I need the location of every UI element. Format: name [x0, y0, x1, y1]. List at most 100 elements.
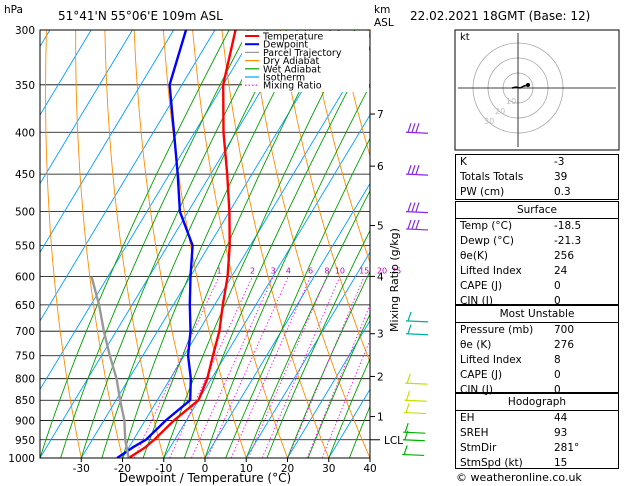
most-unstable-label: CAPE (J)	[460, 369, 503, 381]
isotherm	[122, 45, 370, 458]
wet-adiabat	[40, 30, 230, 458]
mixing-ratio-line	[306, 304, 370, 458]
dry-adiabat	[250, 30, 370, 458]
index-label: K	[460, 156, 467, 168]
wet-adiabat	[307, 313, 370, 458]
wind-barb-flag	[407, 219, 412, 230]
surface-value: 24	[554, 265, 568, 277]
wind-barb-flag	[407, 164, 412, 175]
most-unstable-row: Lifted Index 8	[456, 353, 618, 368]
wet-adiabat	[245, 189, 370, 458]
most-unstable-label: θe (K)	[460, 339, 492, 351]
isotherm	[40, 30, 92, 116]
pressure-tick-300: 300	[15, 25, 35, 37]
most-unstable-row: θe (K) 276	[456, 338, 618, 353]
wind-barb-flag	[403, 445, 408, 455]
mixing-ratio-line	[287, 276, 365, 458]
wind-barb	[405, 131, 429, 134]
mixing-ratio-line	[191, 276, 274, 458]
pressure-tick-850: 850	[15, 395, 35, 407]
height-tick-6: 6	[377, 161, 384, 173]
index-value: -3	[554, 156, 565, 168]
wet-adiabat	[287, 270, 370, 458]
wind-barb	[404, 399, 427, 402]
isotherm	[40, 30, 257, 391]
mixing-ratio-line	[248, 276, 328, 458]
hodograph-stat-value: 15	[554, 457, 568, 469]
wind-barb-flag	[407, 324, 412, 334]
plot-frame	[39, 29, 371, 459]
wet-adiabat	[80, 30, 268, 458]
most-unstable-row: Pressure (mb) 700	[456, 323, 618, 338]
index-label: PW (cm)	[460, 186, 505, 198]
pressure-tick-950: 950	[15, 435, 35, 447]
hodograph-stat-row: SREH 93	[456, 426, 618, 441]
indices-panel: K -3 Totals Totals 39 PW (cm) 0.3	[455, 154, 619, 200]
most-unstable-value: 276	[554, 339, 575, 351]
pressure-tick-750: 750	[15, 351, 35, 363]
height-tick-2: 2	[377, 371, 384, 383]
height-unit-km: km	[374, 4, 390, 16]
wet-adiabat	[60, 30, 249, 458]
surface-value: 0	[554, 295, 561, 307]
most-unstable-value: 700	[554, 324, 575, 336]
copyright-footer: © weatheronline.co.uk	[456, 471, 582, 484]
index-row: K -3	[456, 155, 618, 170]
mixing-ratio-label: 8	[324, 266, 329, 275]
mixing-ratio-line	[169, 276, 253, 458]
surface-label: Lifted Index	[460, 265, 522, 277]
height-tick-4: 4	[377, 271, 384, 283]
legend-label: Isotherm	[263, 73, 305, 84]
surface-row: Temp (°C) -18.5	[456, 219, 618, 234]
height-unit-asl: ASL	[374, 17, 394, 29]
hodograph-table-rows: EH 44 SREH 93 StmDir 281° StmSpd (kt) 15	[456, 411, 618, 471]
surface-label: θe(K)	[460, 250, 488, 262]
wind-barb	[405, 173, 429, 176]
most-unstable-row: CAPE (J) 0	[456, 368, 618, 383]
pressure-tick-450: 450	[15, 169, 35, 181]
wet-adiabat	[266, 229, 370, 458]
x-axis-label: Dewpoint / Temperature (°C)	[119, 471, 291, 485]
dry-adiabat	[133, 30, 206, 458]
hodograph-stat-row: StmDir 281°	[456, 441, 618, 456]
index-label: Totals Totals	[460, 171, 524, 183]
surface-row: Dewp (°C) -21.3	[456, 234, 618, 249]
mixing-ratio-label: 2	[250, 266, 255, 275]
mixing-ratio-line	[321, 338, 370, 458]
wind-barb-flag	[415, 164, 420, 175]
surface-value: 256	[554, 250, 575, 262]
dry-adiabat	[221, 30, 330, 458]
isotherm	[0, 30, 9, 458]
mixing-ratio-label: 4	[286, 266, 291, 275]
skew-t-axes: 3003504004505005506006507007508008509009…	[8, 25, 403, 475]
mixing-ratio-label: 6	[308, 266, 313, 275]
legend-label: Dewpoint	[263, 40, 308, 51]
mixing-ratio-label: 3	[271, 266, 276, 275]
wet-adiabat	[225, 137, 370, 458]
pressure-tick-800: 800	[15, 374, 35, 386]
wind-barb-flag	[411, 219, 416, 230]
surface-label: CAPE (J)	[460, 280, 503, 292]
height-tick-1: 1	[377, 412, 384, 424]
legend-label: Dry Adiabat	[263, 56, 320, 67]
dry-adiabat	[279, 30, 370, 364]
wind-barb-flag	[404, 430, 409, 440]
wet-adiabat	[122, 30, 307, 458]
most-unstable-label: Pressure (mb)	[460, 324, 534, 336]
legend-label: Temperature	[262, 32, 323, 43]
hodograph-stat-value: 281°	[554, 442, 580, 454]
most-unstable-value: 0	[554, 384, 561, 396]
temp-tick-label: -20	[114, 463, 131, 475]
hodograph-stat-label: StmSpd (kt)	[460, 457, 523, 469]
wind-barb-flag	[405, 391, 411, 401]
dry-adiabat	[45, 30, 82, 458]
location-title: 51°41'N 55°06'E 109m ASL	[58, 9, 223, 23]
dry-adiabat	[104, 30, 165, 458]
legend-background	[242, 31, 369, 92]
temp-tick-label: 0	[202, 463, 209, 475]
hodograph-stat-label: EH	[460, 412, 475, 424]
dry-adiabat	[338, 30, 370, 158]
most-unstable-title: Most Unstable	[456, 306, 618, 323]
wet-adiabat	[101, 30, 288, 458]
